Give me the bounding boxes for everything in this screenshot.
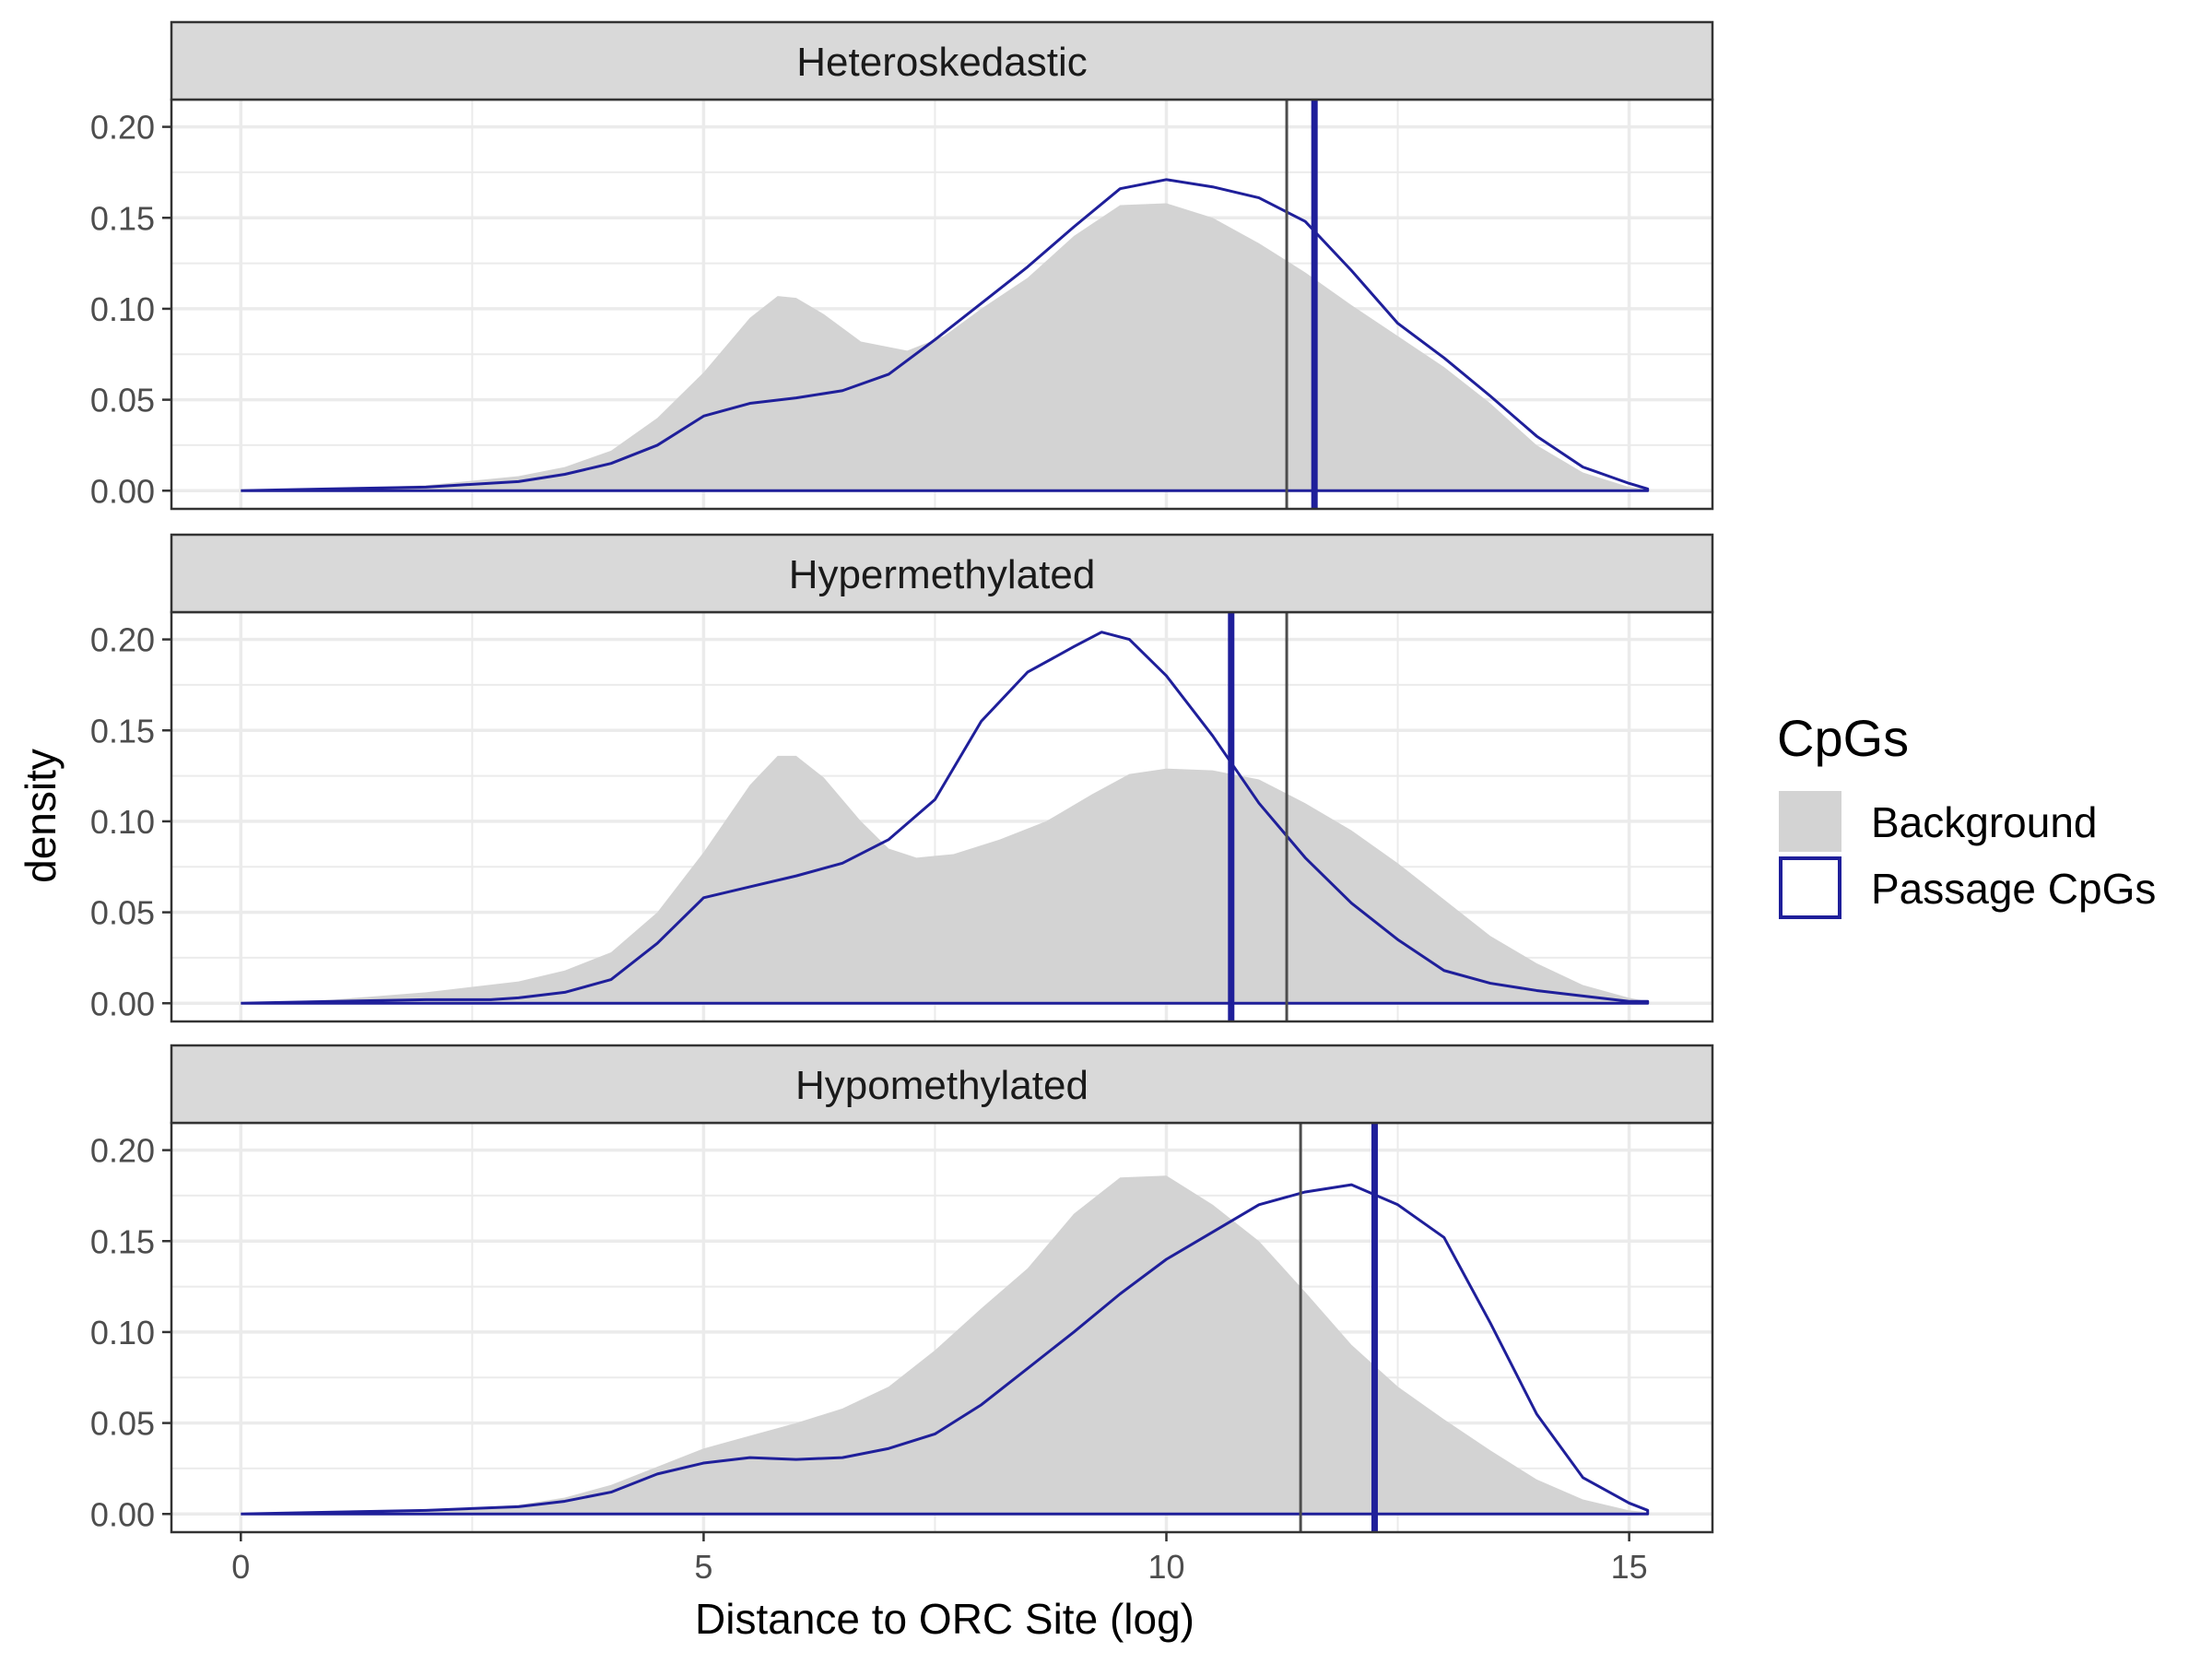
y-tick-label: 0.15 (90, 712, 155, 749)
y-tick-label: 0.10 (90, 803, 155, 841)
legend-label-background: Background (1871, 798, 2098, 846)
panel-heteroskedastic: Heteroskedastic 0.00 0.05 0.10 0.15 0.20 (90, 20, 1714, 510)
y-tick-label: 0.20 (90, 109, 155, 147)
panels-layer: Heteroskedastic0.000.050.100.150.20Hyper… (90, 20, 1714, 1533)
y-axis-title: density (17, 749, 65, 883)
y-tick-label: 0.05 (90, 382, 155, 419)
y-tick-label: 0.15 (90, 199, 155, 237)
y-tick-label: 0.00 (90, 1495, 155, 1533)
passage-density-line (241, 631, 1650, 1005)
x-tick-label: 5 (694, 1548, 712, 1586)
legend: CpGs Background Passage CpGs (1777, 709, 2156, 919)
y-tick-label: 0.05 (90, 1405, 155, 1443)
legend-label-passage: Passage CpGs (1871, 865, 2156, 913)
background-density-area (241, 1175, 1648, 1515)
y-tick-label: 0.10 (90, 1314, 155, 1351)
x-tick-label: 10 (1147, 1548, 1184, 1586)
y-tick-label: 0.20 (90, 1132, 155, 1170)
panel-hypermethylated: Hypermethylated 0.00 0.05 0.10 0.15 0.20 (90, 533, 1714, 1022)
y-tick-label: 0.05 (90, 894, 155, 932)
panel-hypomethylated: Hypomethylated 0.00 0.05 0.10 0.15 0.20 (90, 1044, 1714, 1533)
legend-title: CpGs (1777, 709, 1909, 767)
y-tick-label: 0.20 (90, 621, 155, 659)
x-axis: 0 5 10 15 (231, 1532, 1648, 1586)
y-tick-label: 0.15 (90, 1222, 155, 1260)
y-tick-label: 0.00 (90, 472, 155, 510)
y-tick-label: 0.00 (90, 985, 155, 1022)
background-density-area (241, 203, 1648, 491)
legend-key-background (1779, 791, 1841, 852)
strip-title: Hypomethylated (795, 1063, 1088, 1108)
passage-density-line (241, 1183, 1650, 1516)
legend-key-passage (1779, 856, 1841, 919)
x-axis-title: Distance to ORC Site (log) (695, 1595, 1194, 1643)
strip-background (170, 1044, 1714, 1125)
passage-density-line (241, 178, 1650, 492)
strip-background (170, 533, 1714, 614)
x-tick-label: 15 (1611, 1548, 1648, 1586)
x-tick-label: 0 (231, 1548, 250, 1586)
y-tick-label: 0.10 (90, 290, 155, 328)
strip-title: Hypermethylated (789, 552, 1096, 597)
background-density-area (241, 755, 1648, 1004)
strip-background (170, 20, 1714, 101)
strip-title: Heteroskedastic (796, 40, 1087, 85)
